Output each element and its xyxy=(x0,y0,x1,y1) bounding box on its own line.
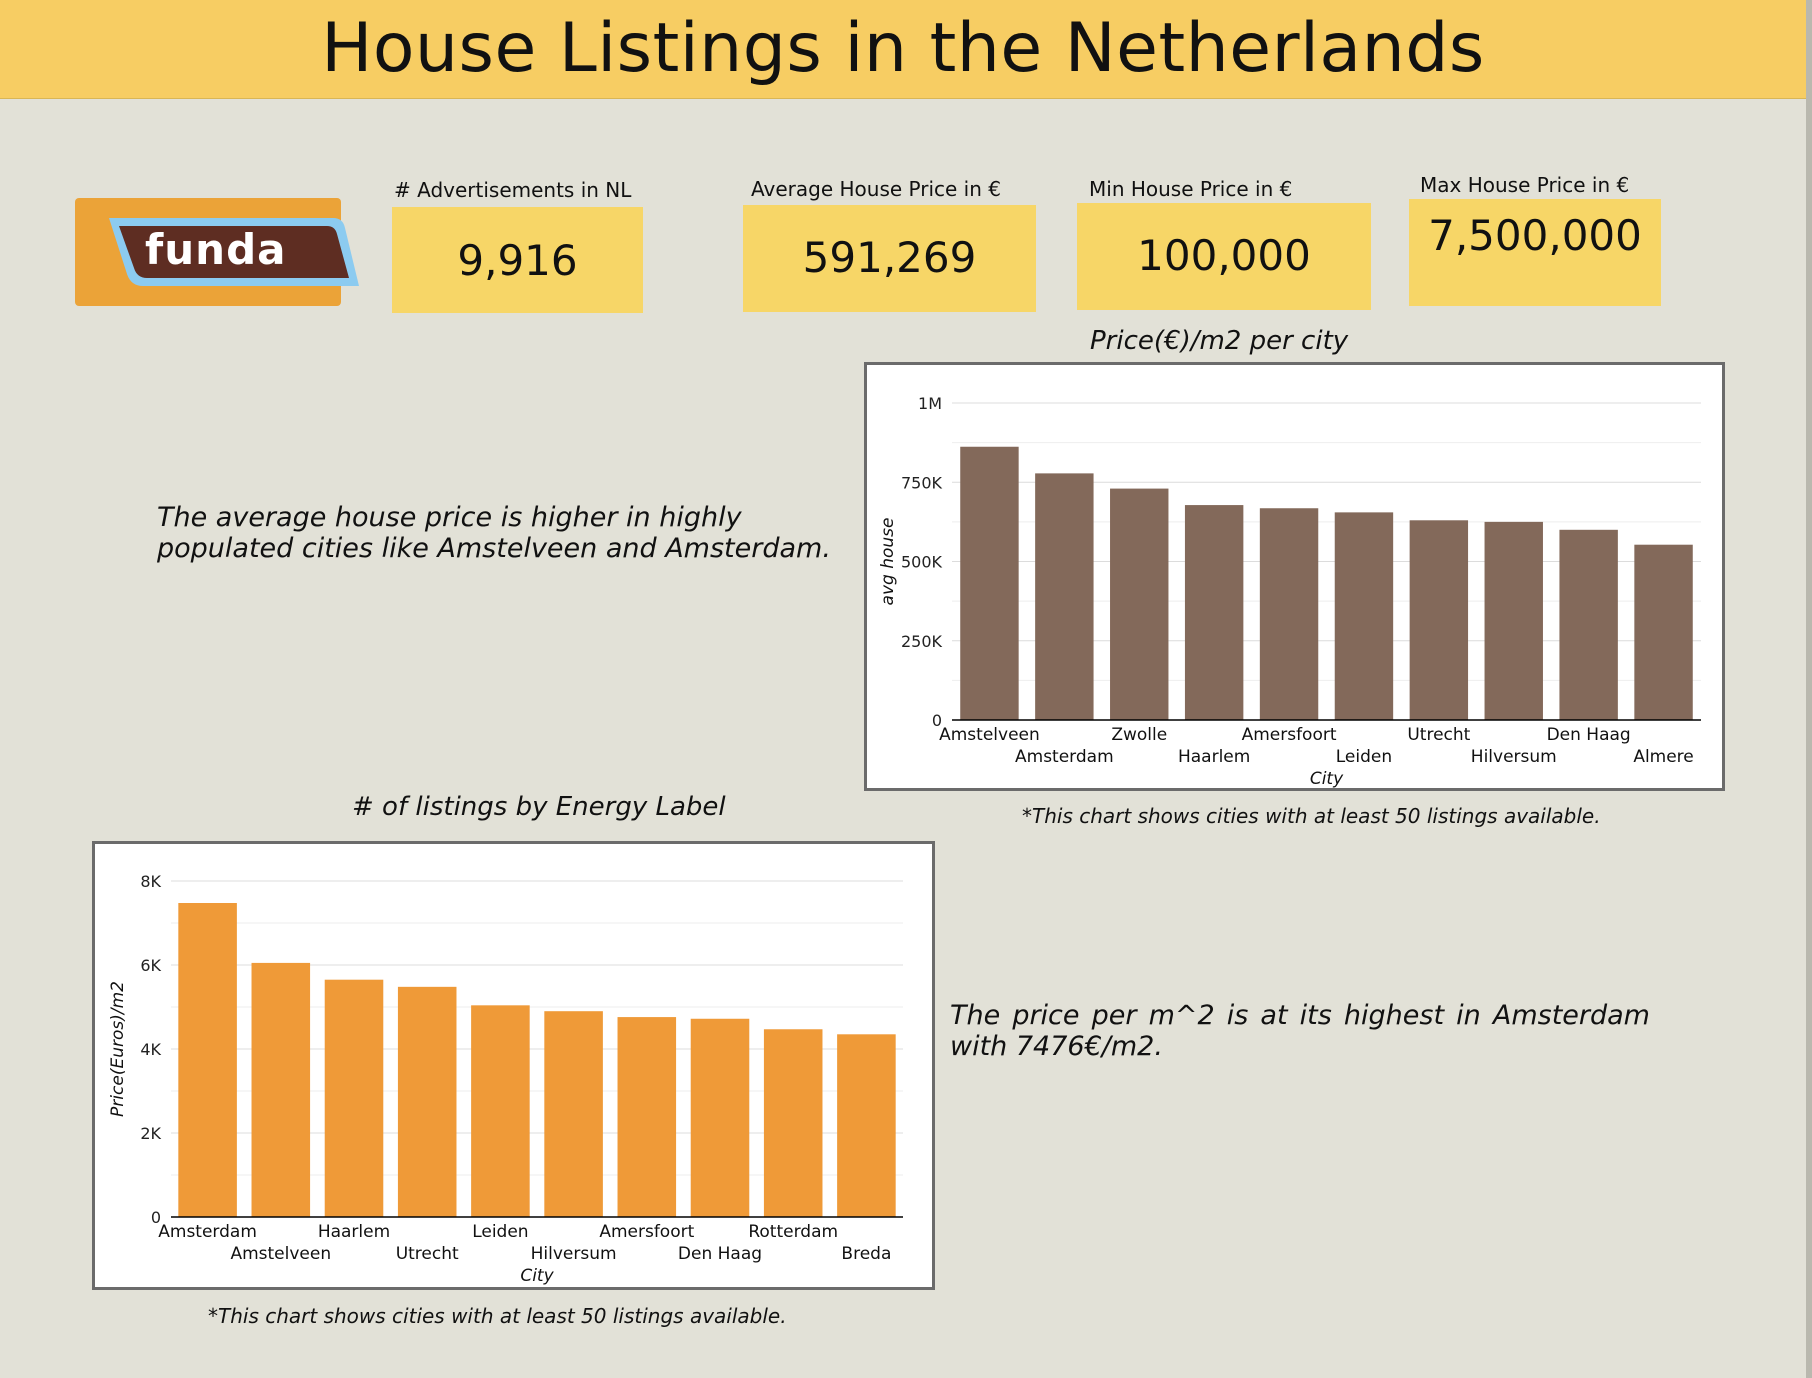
x-tick-label: Almere xyxy=(1633,747,1693,767)
x-tick-label: Rotterdam xyxy=(748,1222,838,1242)
bar xyxy=(324,979,384,1217)
x-tick-label: Amstelveen xyxy=(230,1244,331,1264)
x-axis-label: City xyxy=(520,1266,554,1286)
bar xyxy=(1409,520,1469,720)
funda-logo: funda xyxy=(75,198,359,306)
kpi-max-price-label: Max House Price in € xyxy=(1420,173,1630,197)
x-tick-label: Utrecht xyxy=(1407,725,1470,745)
x-axis-label: City xyxy=(1310,769,1344,788)
chart2-title: # of listings by Energy Label xyxy=(352,792,726,822)
x-tick-label: Amersfoort xyxy=(1242,725,1337,745)
funda-logo-shape xyxy=(109,218,359,286)
bar xyxy=(178,903,237,1217)
bar xyxy=(837,1034,896,1217)
x-tick-label: Den Haag xyxy=(1547,725,1631,745)
y-tick-label: 500K xyxy=(901,553,943,572)
chart2-footnote: *This chart shows cities with at least 5… xyxy=(208,1304,787,1328)
kpi-max-price-value: 7,500,000 xyxy=(1428,211,1642,260)
kpi-min-price-value: 100,000 xyxy=(1137,231,1311,280)
bar xyxy=(1259,508,1319,720)
bar xyxy=(1634,544,1693,720)
chart2-frame: 0 2K 4K 6K 8K Amsterdam Amstelveen Haarlem Utrec… xyxy=(92,841,935,1290)
y-tick-label: 8K xyxy=(140,872,161,891)
x-tick-label: Amsterdam xyxy=(1015,747,1114,767)
bar xyxy=(397,986,457,1217)
kpi-min-price-label: Min House Price in € xyxy=(1089,177,1293,201)
chart1-title: Price(€)/m2 per city xyxy=(1090,326,1349,356)
x-tick-label: Haarlem xyxy=(1178,747,1250,767)
bar xyxy=(251,962,311,1217)
bar xyxy=(763,1029,823,1217)
x-tick-label: Haarlem xyxy=(318,1222,390,1242)
kpi-advertisements-value: 9,916 xyxy=(457,236,578,285)
x-tick-label: Leiden xyxy=(1336,747,1392,767)
bar xyxy=(471,1005,530,1217)
y-tick-label: 2K xyxy=(140,1124,161,1143)
x-tick-label: Zwolle xyxy=(1111,725,1167,745)
x-tick-label: Hilversum xyxy=(1471,747,1557,767)
y-tick-label: 0 xyxy=(151,1208,161,1227)
bar xyxy=(690,1018,750,1217)
bar xyxy=(1110,488,1169,720)
funda-logo-text: funda xyxy=(145,225,287,274)
x-tick-label: Amersfoort xyxy=(599,1222,694,1242)
bar xyxy=(544,1011,603,1217)
page-edge xyxy=(1806,0,1812,1378)
y-axis-label: avg house xyxy=(878,518,898,606)
x-tick-label: Amsterdam xyxy=(158,1222,257,1242)
chart1-frame: 0 250K 500K 750K 1M Amstelveen Amsterdam Zwolle… xyxy=(864,362,1725,791)
y-axis-label: Price(Euros)/m2 xyxy=(108,981,128,1117)
bar xyxy=(1484,521,1543,720)
x-tick-label: Hilversum xyxy=(531,1244,617,1264)
y-tick-label: 750K xyxy=(901,473,943,492)
x-tick-label: Breda xyxy=(841,1244,891,1264)
kpi-advertisements-card: 9,916 xyxy=(392,207,643,313)
bar xyxy=(960,446,1019,720)
y-tick-label: 0 xyxy=(932,711,942,730)
bar xyxy=(1184,505,1244,720)
x-tick-label: Leiden xyxy=(472,1222,528,1242)
chart1-svg: 0 250K 500K 750K 1M AmstelveenAmsterdamZwolle… xyxy=(878,394,1701,789)
chart1-footnote: *This chart shows cities with at least 5… xyxy=(1022,804,1601,828)
y-tick-label: 4K xyxy=(140,1040,161,1059)
y-tick-label: 250K xyxy=(901,632,943,651)
price-m2-note: The price per m^2 is at its highest in A… xyxy=(950,1000,1650,1062)
x-tick-label: Amstelveen xyxy=(939,725,1040,745)
kpi-max-price-card: 7,500,000 xyxy=(1409,199,1661,306)
bar xyxy=(617,1017,677,1217)
kpi-advertisements-label: # Advertisements in NL xyxy=(394,178,632,202)
y-tick-label: 1M xyxy=(918,394,942,413)
dashboard-header: House Listings in the Netherlands xyxy=(0,0,1806,99)
x-tick-label: Den Haag xyxy=(678,1244,762,1264)
bar xyxy=(1334,512,1394,720)
x-tick-label: Utrecht xyxy=(396,1244,459,1264)
avg-price-note: The average house price is higher in hig… xyxy=(157,502,831,564)
bar xyxy=(1035,473,1094,720)
bar xyxy=(1559,529,1618,720)
kpi-average-price-label: Average House Price in € xyxy=(751,177,1001,201)
kpi-average-price-card: 591,269 xyxy=(743,205,1036,312)
y-tick-label: 6K xyxy=(140,956,161,975)
kpi-min-price-card: 100,000 xyxy=(1077,203,1371,310)
page-title: House Listings in the Netherlands xyxy=(321,9,1485,88)
kpi-average-price-value: 591,269 xyxy=(802,233,977,282)
